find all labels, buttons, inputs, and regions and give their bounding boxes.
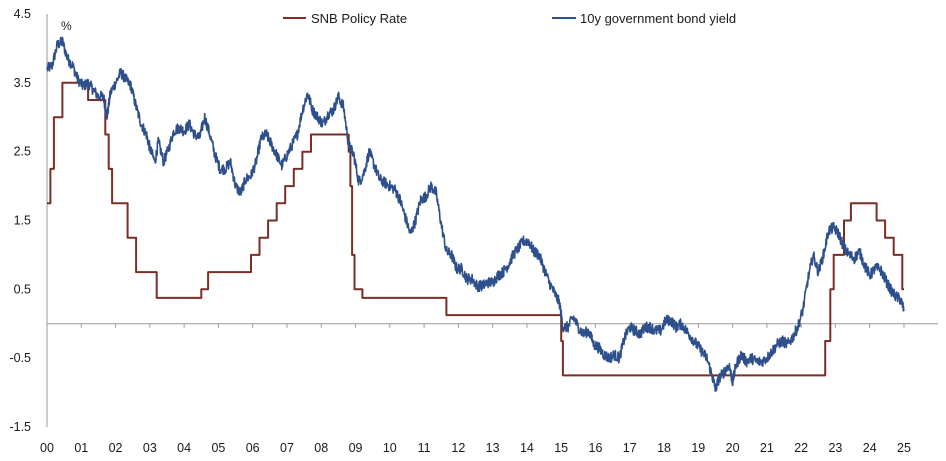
axes: 4.5 3.5 2.5 1.5 0.5 -0.5 -1.5 00 01 02 03 04 05 06 07 0…	[9, 7, 938, 455]
x-tick-label: 02	[109, 441, 123, 455]
x-tick-label: 00	[40, 441, 54, 455]
x-tick-label: 07	[280, 441, 294, 455]
x-tick-label: 16	[589, 441, 603, 455]
legend: SNB Policy Rate 10y government bond yiel…	[283, 11, 736, 26]
y-tick-label: -0.5	[9, 351, 31, 365]
y-tick-label: 3.5	[14, 76, 31, 90]
x-tick-label: 08	[314, 441, 328, 455]
series-line-bond-yield	[46, 36, 905, 392]
x-tick-label: 20	[726, 441, 740, 455]
y-tick-label: -1.5	[9, 420, 31, 434]
x-tick-label: 24	[863, 441, 877, 455]
y-tick-label: 4.5	[14, 7, 31, 21]
x-tick-label: 13	[486, 441, 500, 455]
x-tick-label: 21	[760, 441, 774, 455]
series-line-policy-rate	[47, 81, 904, 377]
x-tick-label: 25	[897, 441, 911, 455]
x-tick-label: 09	[349, 441, 363, 455]
unit-label: %	[61, 19, 72, 33]
x-tick-label: 11	[418, 441, 431, 455]
legend-label-bond-yield: 10y government bond yield	[580, 11, 736, 26]
x-tick-label: 14	[520, 441, 534, 455]
x-tick-label: 01	[74, 441, 88, 455]
x-tick-label: 23	[828, 441, 842, 455]
x-tick-label: 17	[623, 441, 637, 455]
y-tick-label: 1.5	[14, 214, 31, 228]
x-tick-label: 04	[177, 441, 191, 455]
x-tick-label: 05	[211, 441, 225, 455]
x-tick-label: 19	[691, 441, 705, 455]
x-tick-label: 12	[451, 441, 465, 455]
x-tick-label: 18	[657, 441, 671, 455]
x-tick-label: 10	[383, 441, 397, 455]
y-tick-label: 0.5	[14, 282, 31, 296]
x-tick-label: 15	[554, 441, 568, 455]
plot-area	[46, 36, 905, 392]
x-tick-label: 06	[246, 441, 260, 455]
x-tick-label: 22	[794, 441, 808, 455]
x-tick-label: 03	[143, 441, 157, 455]
legend-label-policy-rate: SNB Policy Rate	[311, 11, 407, 26]
y-tick-label: 2.5	[14, 145, 31, 159]
